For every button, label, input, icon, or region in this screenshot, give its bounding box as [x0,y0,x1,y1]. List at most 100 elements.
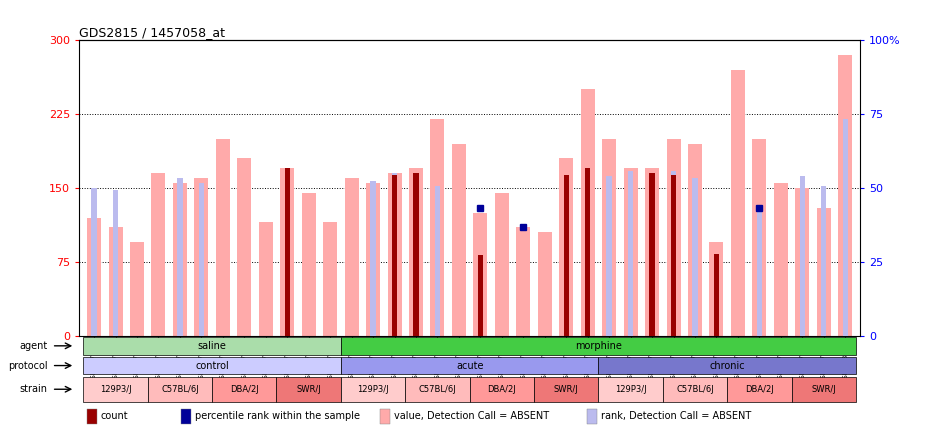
Bar [109,227,123,336]
Bar [276,377,341,402]
Bar [645,168,659,336]
Bar [180,408,191,424]
Bar [216,139,230,336]
Text: control: control [195,361,229,371]
Bar [795,188,809,336]
Text: 129P3/J: 129P3/J [615,385,646,394]
Text: DBA/2J: DBA/2J [745,385,774,394]
Text: acute: acute [456,361,484,371]
Bar [692,178,698,336]
Bar [838,55,852,336]
Bar [470,377,534,402]
Bar [649,173,655,336]
Bar [516,227,530,336]
Text: C57BL/6J: C57BL/6J [418,385,457,394]
Bar [671,171,676,336]
Bar [478,255,483,336]
Bar [199,183,204,336]
Bar [791,377,856,402]
Bar [392,175,397,336]
Text: value, Detection Call = ABSENT: value, Detection Call = ABSENT [394,411,549,421]
Bar [821,186,827,336]
Text: rank, Detection Call = ABSENT: rank, Detection Call = ABSENT [601,411,751,421]
Bar [473,213,487,336]
Bar [130,242,144,336]
Bar [341,377,405,402]
Bar [341,337,856,355]
Bar [495,193,509,336]
Bar [280,168,294,336]
Bar [580,89,594,336]
Bar [345,178,359,336]
Text: DBA/2J: DBA/2J [487,385,516,394]
Bar [285,208,290,336]
Bar [534,377,598,402]
Text: chronic: chronic [710,361,745,371]
Bar [194,178,208,336]
Bar [434,186,440,336]
Text: SWR/J: SWR/J [811,385,836,394]
Bar [379,408,390,424]
Bar [587,408,597,424]
Bar [173,183,187,336]
Bar [602,139,616,336]
Bar [598,357,856,374]
Bar [667,139,681,336]
Bar [301,193,315,336]
Bar [585,168,591,336]
Bar [409,168,423,336]
Bar [752,139,766,336]
Text: saline: saline [198,341,227,351]
Bar [727,377,791,402]
Bar [237,159,251,336]
Bar [452,143,466,336]
Bar [538,232,551,336]
Bar [559,159,573,336]
Text: C57BL/6J: C57BL/6J [161,385,199,394]
Bar [624,168,638,336]
Bar [843,119,848,336]
Bar [800,176,805,336]
Text: 129P3/J: 129P3/J [357,385,389,394]
Text: morphine: morphine [575,341,622,351]
Bar [413,173,418,336]
Bar [663,377,727,402]
Text: DBA/2J: DBA/2J [230,385,259,394]
Bar [259,222,272,336]
Bar [671,175,676,336]
Bar [212,377,276,402]
Bar [341,357,598,374]
Text: strain: strain [20,384,47,394]
Text: agent: agent [20,341,47,351]
Bar [817,208,830,336]
Bar [148,377,212,402]
Bar [91,188,97,336]
Bar [84,357,341,374]
Bar [405,377,470,402]
Bar [710,242,724,336]
Text: protocol: protocol [8,361,47,371]
Text: GDS2815 / 1457058_at: GDS2815 / 1457058_at [79,26,225,39]
Bar [606,176,612,336]
Bar [688,143,702,336]
Bar [388,173,402,336]
Text: 129P3/J: 129P3/J [100,385,131,394]
Bar [84,337,341,355]
Bar [152,173,166,336]
Bar [714,254,719,336]
Bar [366,183,380,336]
Bar [628,171,633,336]
Bar [585,171,591,336]
Bar [87,218,101,336]
Bar [564,176,569,336]
Bar [84,377,148,402]
Bar [774,183,788,336]
Text: C57BL/6J: C57BL/6J [676,385,714,394]
Text: SWR/J: SWR/J [554,385,578,394]
Bar [564,175,569,336]
Bar [598,377,663,402]
Bar [285,168,290,336]
Bar [178,178,182,336]
Text: count: count [101,411,128,421]
Bar [431,119,445,336]
